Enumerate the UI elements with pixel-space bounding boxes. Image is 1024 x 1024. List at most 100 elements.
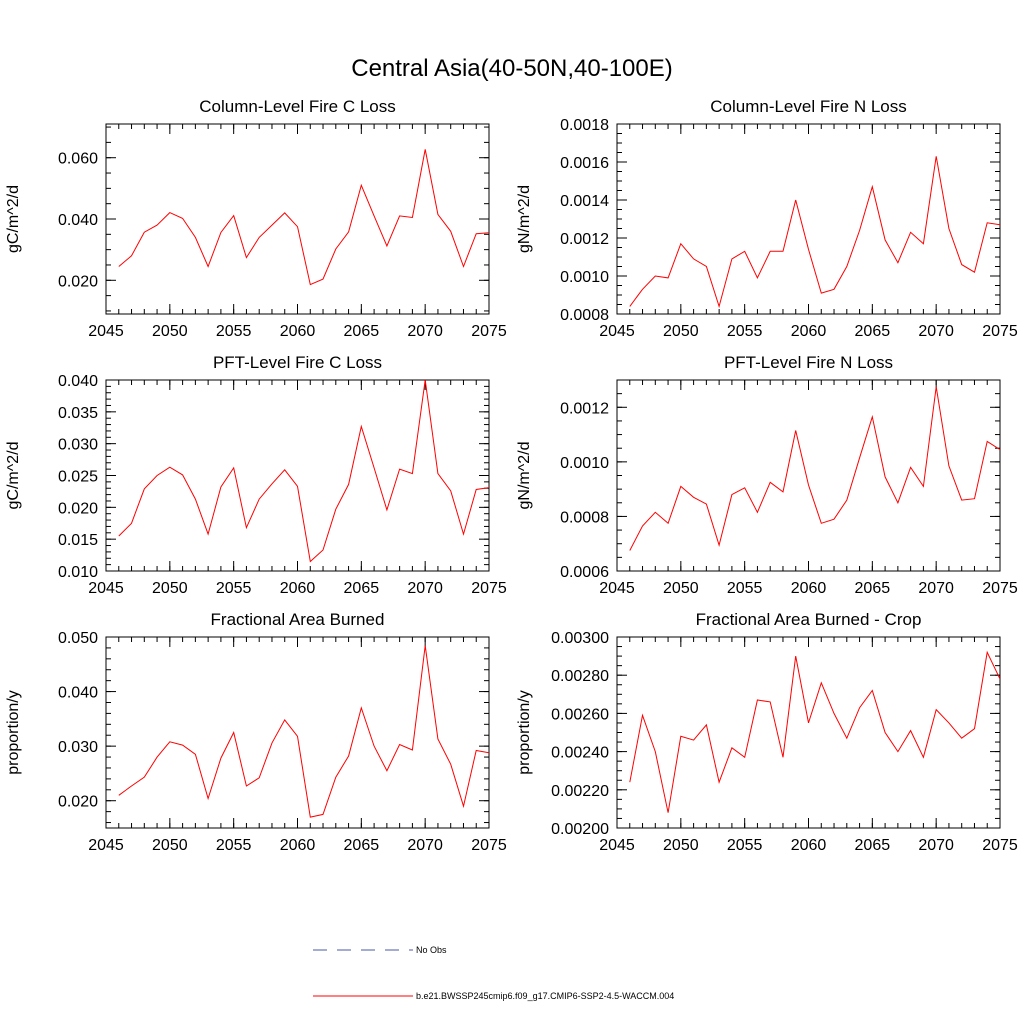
series-line xyxy=(629,156,1000,309)
y-tick-label: 0.0012 xyxy=(560,231,609,248)
x-tick-label: 2070 xyxy=(407,580,443,597)
y-tick-label: 0.020 xyxy=(58,500,98,517)
y-tick-label: 0.00300 xyxy=(551,630,609,647)
y-tick-label: 0.0014 xyxy=(560,193,609,210)
y-axis-label: proportion/y xyxy=(5,690,22,775)
y-tick-label: 0.025 xyxy=(58,469,98,486)
series-line xyxy=(118,645,489,818)
x-tick-label: 2065 xyxy=(344,323,380,340)
x-tick-label: 2075 xyxy=(471,837,507,854)
y-tick-label: 0.020 xyxy=(58,794,98,811)
panel-column-level-fire-c-loss: Column-Level Fire C Loss 2045 2050 2055 2060… xyxy=(5,97,507,340)
y-axis-label: proportion/y xyxy=(516,690,533,775)
y-tick-label: 0.0018 xyxy=(560,117,609,134)
y-tick-label: 0.0008 xyxy=(560,307,609,324)
y-tick-label: 0.020 xyxy=(58,273,98,290)
legend-label-model-run: b.e21.BWSSP245cmip6.f09_g17.CMIP6-SSP2-4… xyxy=(416,991,674,1001)
legend: No Obs b.e21.BWSSP245cmip6.f09_g17.CMIP6… xyxy=(313,945,674,1001)
plot-frame xyxy=(616,123,1001,315)
legend-item-no-obs: No Obs xyxy=(313,945,447,955)
y-tick-label: 0.0006 xyxy=(560,564,609,581)
y-tick-label: 0.00280 xyxy=(551,668,609,685)
x-tick-label: 2075 xyxy=(982,837,1018,854)
x-tick-label: 2060 xyxy=(280,323,316,340)
y-tick-label: 0.00240 xyxy=(551,745,609,762)
panels: Column-Level Fire C Loss 2045 2050 2055 2060… xyxy=(5,97,1018,854)
x-tick-label: 2060 xyxy=(280,837,316,854)
panel-title: Fractional Area Burned xyxy=(211,610,385,629)
x-tick-label: 2045 xyxy=(599,323,635,340)
y-tick-label: 0.060 xyxy=(58,151,98,168)
y-tick-label: 0.00260 xyxy=(551,706,609,723)
x-tick-label: 2060 xyxy=(791,837,827,854)
y-tick-label: 0.0010 xyxy=(560,269,609,286)
x-tick-label: 2050 xyxy=(152,837,188,854)
panel-title: Column-Level Fire N Loss xyxy=(710,97,907,116)
plot-frame xyxy=(616,379,1001,572)
x-tick-label: 2070 xyxy=(407,837,443,854)
y-tick-label: 0.00200 xyxy=(551,821,609,838)
y-axis-label: gC/m^2/d xyxy=(5,185,22,253)
y-tick-label: 0.030 xyxy=(58,739,98,756)
y-tick-label: 0.030 xyxy=(58,437,98,454)
x-tick-label: 2070 xyxy=(918,837,954,854)
x-tick-label: 2060 xyxy=(280,580,316,597)
y-tick-label: 0.040 xyxy=(58,212,98,229)
x-tick-label: 2055 xyxy=(216,580,252,597)
panel-title: Fractional Area Burned - Crop xyxy=(696,610,922,629)
series-line xyxy=(629,650,1000,813)
x-tick-label: 2045 xyxy=(599,837,635,854)
plot-frame xyxy=(105,379,490,572)
panel-fractional-area-burned-crop: Fractional Area Burned - Crop 2045 2050 205… xyxy=(516,610,1018,854)
x-tick-label: 2065 xyxy=(855,837,891,854)
x-tick-label: 2050 xyxy=(152,323,188,340)
legend-label-no-obs: No Obs xyxy=(416,945,447,955)
x-tick-label: 2045 xyxy=(88,837,124,854)
panel-title: PFT-Level Fire C Loss xyxy=(213,353,382,372)
plot-frame xyxy=(105,636,490,829)
x-tick-label: 2055 xyxy=(727,323,763,340)
y-tick-label: 0.050 xyxy=(58,630,98,647)
y-tick-label: 0.010 xyxy=(58,564,98,581)
x-tick-label: 2050 xyxy=(152,580,188,597)
y-tick-label: 0.035 xyxy=(58,405,98,422)
y-tick-label: 0.0012 xyxy=(560,400,609,417)
legend-item-model-run: b.e21.BWSSP245cmip6.f09_g17.CMIP6-SSP2-4… xyxy=(313,991,674,1001)
x-tick-label: 2055 xyxy=(216,323,252,340)
x-tick-label: 2075 xyxy=(471,323,507,340)
x-tick-label: 2045 xyxy=(88,580,124,597)
panel-fractional-area-burned: Fractional Area Burned 2045 2050 2055 2060 20… xyxy=(5,610,507,854)
x-tick-label: 2060 xyxy=(791,580,827,597)
panel-column-level-fire-n-loss: Column-Level Fire N Loss 2045 2050 2055 2060… xyxy=(516,97,1018,340)
x-tick-label: 2070 xyxy=(918,580,954,597)
x-tick-label: 2075 xyxy=(982,580,1018,597)
panel-title: PFT-Level Fire N Loss xyxy=(724,353,893,372)
x-tick-label: 2065 xyxy=(855,323,891,340)
x-tick-label: 2070 xyxy=(918,323,954,340)
x-tick-label: 2045 xyxy=(599,580,635,597)
series-line xyxy=(629,386,1000,551)
series-line xyxy=(118,149,489,286)
y-axis-label: gN/m^2/d xyxy=(516,442,533,510)
y-tick-label: 0.0010 xyxy=(560,455,609,472)
x-tick-label: 2055 xyxy=(727,837,763,854)
y-axis-label: gC/m^2/d xyxy=(5,442,22,510)
x-tick-label: 2055 xyxy=(727,580,763,597)
x-tick-label: 2065 xyxy=(344,837,380,854)
x-tick-label: 2050 xyxy=(663,580,699,597)
y-tick-label: 0.00220 xyxy=(551,783,609,800)
x-tick-label: 2065 xyxy=(855,580,891,597)
figure-title: Central Asia(40-50N,40-100E) xyxy=(351,55,673,82)
y-tick-label: 0.0016 xyxy=(560,155,609,172)
y-tick-label: 0.040 xyxy=(58,373,98,390)
x-tick-label: 2045 xyxy=(88,323,124,340)
x-tick-label: 2055 xyxy=(216,837,252,854)
y-axis-label: gN/m^2/d xyxy=(516,185,533,253)
panel-pft-level-fire-c-loss: PFT-Level Fire C Loss 2045 2050 2055 2060 206… xyxy=(5,353,507,597)
x-tick-label: 2050 xyxy=(663,323,699,340)
x-tick-label: 2065 xyxy=(344,580,380,597)
y-tick-label: 0.0008 xyxy=(560,509,609,526)
panel-pft-level-fire-n-loss: PFT-Level Fire N Loss 2045 2050 2055 2060 206… xyxy=(516,353,1018,597)
y-tick-label: 0.015 xyxy=(58,532,98,549)
series-line xyxy=(118,380,489,563)
